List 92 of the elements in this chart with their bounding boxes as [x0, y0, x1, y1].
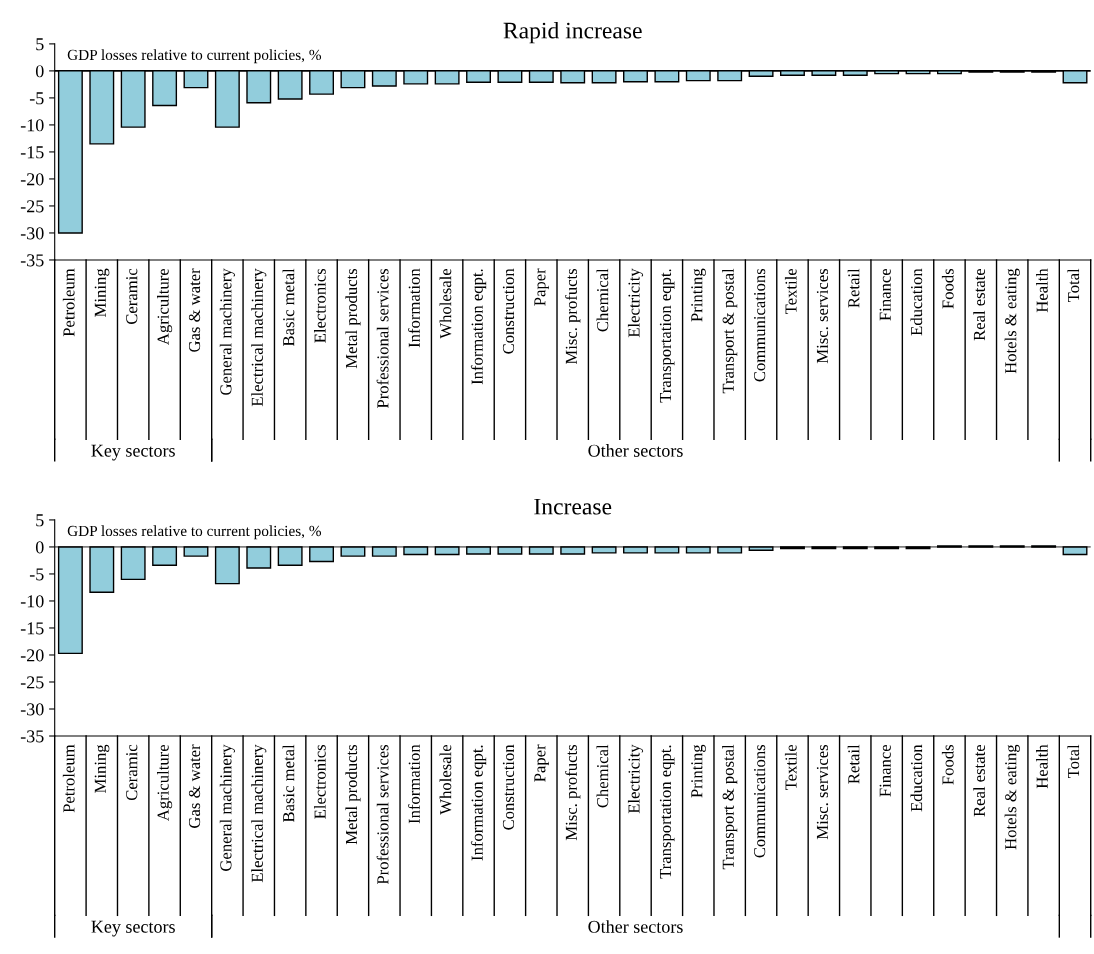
x-tick-label: Electrical machinery: [251, 268, 267, 407]
x-tick-label: Metal products: [345, 744, 361, 845]
x-tick-label: Total: [1067, 744, 1080, 779]
x-tick-label: Information: [408, 268, 420, 348]
annotation: GDP losses relative to current policies, %: [67, 49, 322, 64]
x-tick-label: Transport & postal: [722, 268, 738, 394]
x-tick-label: General machinery: [219, 268, 235, 395]
annotation: GDP losses relative to current policies, %: [67, 525, 322, 540]
x-tick-label: Finance: [879, 268, 891, 321]
x-tick-label: Professional services: [376, 744, 389, 885]
x-tick-label: Electronics: [314, 744, 326, 819]
x-tick-label: Basic metal: [282, 268, 295, 347]
x-tick-label: Foods: [941, 744, 954, 785]
x-tick-label: Health: [1036, 744, 1048, 789]
y-tick-label: -15: [20, 146, 44, 159]
x-tick-label: Petroleum: [62, 268, 75, 337]
y-tick-label: -10: [20, 595, 44, 608]
x-tick-label: Real estate: [973, 744, 986, 817]
x-tick-label: Electricity: [627, 268, 644, 338]
text: Key sectors: [91, 444, 175, 461]
y-tick-label: 5: [36, 514, 44, 527]
y-tick-label: -5: [29, 568, 44, 581]
x-tick-label: Professional services: [376, 268, 389, 409]
x-tick-label: Communications: [754, 268, 766, 382]
x-tick-label: Misc. profucts: [565, 268, 581, 365]
x-tick-label: Transportation eqpt.: [659, 745, 675, 879]
y-tick-label: -30: [20, 227, 44, 240]
x-tick-label: Retail: [847, 744, 860, 784]
x-tick-label: Mining: [94, 268, 110, 317]
x-tick-label: Retail: [847, 268, 860, 308]
y-tick-label: -5: [29, 92, 44, 105]
x-tick-label: Wholesale: [439, 268, 452, 339]
x-tick-label: Total: [1067, 268, 1080, 302]
x-tick-label: Printing: [691, 268, 706, 322]
x-tick-label: Misc. services: [816, 268, 829, 364]
x-tick-label: Gas & water: [188, 268, 201, 352]
x-tick-label: Transport & postal: [722, 744, 738, 870]
y-tick-label: -30: [20, 703, 44, 716]
x-tick-label: Electricity: [627, 744, 644, 814]
x-tick-label: Basic metal: [282, 744, 295, 823]
y-tick-label: -25: [20, 200, 44, 213]
x-tick-label: Education: [910, 744, 923, 812]
x-tick-label: Wholesale: [439, 744, 452, 815]
x-tick-label: Metal products: [345, 268, 361, 369]
y-tick-label: -10: [20, 119, 44, 132]
x-tick-label: Misc. services: [816, 744, 829, 840]
x-tick-label: Agriculture: [157, 744, 173, 821]
x-tick-label: Hotels & eating: [1004, 268, 1020, 374]
x-tick-label: Paper: [534, 268, 549, 306]
text: Key sectors: [91, 920, 175, 937]
x-tick-label: Printing: [691, 744, 706, 798]
y-tick-label: -35: [20, 730, 44, 743]
x-tick-label: Communications: [754, 744, 766, 858]
x-tick-label: Electronics: [314, 268, 326, 343]
x-tick-label: Misc. profucts: [565, 744, 581, 841]
y-tick-label: 0: [35, 65, 44, 78]
y-tick-label: -15: [20, 622, 44, 635]
chart-title: Increase: [534, 498, 612, 515]
text: Other sectors: [588, 444, 683, 457]
x-tick-label: Ceramic: [126, 744, 138, 801]
y-tick-label: 0: [35, 541, 44, 554]
x-tick-label: Foods: [941, 268, 954, 309]
x-tick-label: Information eqpt.: [470, 745, 487, 861]
x-tick-label: Education: [910, 268, 923, 336]
x-tick-label: Petroleum: [62, 744, 75, 813]
x-tick-label: Paper: [534, 744, 549, 782]
x-tick-label: Health: [1036, 268, 1048, 313]
x-tick-label: Information: [408, 744, 420, 824]
y-tick-label: 5: [36, 38, 44, 51]
y-tick-label: -35: [20, 254, 44, 267]
x-tick-label: Real estate: [973, 268, 986, 341]
y-tick-label: -20: [20, 173, 44, 186]
y-tick-label: -20: [20, 649, 44, 662]
x-tick-label: Construction: [502, 744, 515, 830]
x-tick-label: General machinery: [219, 744, 235, 871]
x-tick-label: Ceramic: [126, 268, 138, 325]
x-tick-label: Information eqpt.: [470, 269, 487, 385]
x-tick-label: Chemical: [596, 268, 609, 332]
x-tick-label: Gas & water: [188, 744, 201, 828]
y-tick-label: -25: [20, 676, 44, 689]
x-tick-label: Hotels & eating: [1004, 744, 1020, 850]
x-tick-label: Finance: [879, 744, 891, 797]
x-tick-label: Construction: [502, 268, 515, 354]
x-tick-label: Textile: [784, 744, 797, 791]
x-tick-label: Chemical: [596, 744, 609, 808]
x-tick-label: Electrical machinery: [251, 744, 267, 883]
chart-title: Rapid increase: [503, 21, 642, 44]
x-tick-label: Mining: [94, 744, 110, 793]
x-tick-label: Transportation eqpt.: [659, 269, 675, 403]
x-tick-label: Textile: [784, 268, 797, 315]
text: Other sectors: [588, 920, 683, 933]
x-tick-label: Agriculture: [157, 268, 173, 345]
